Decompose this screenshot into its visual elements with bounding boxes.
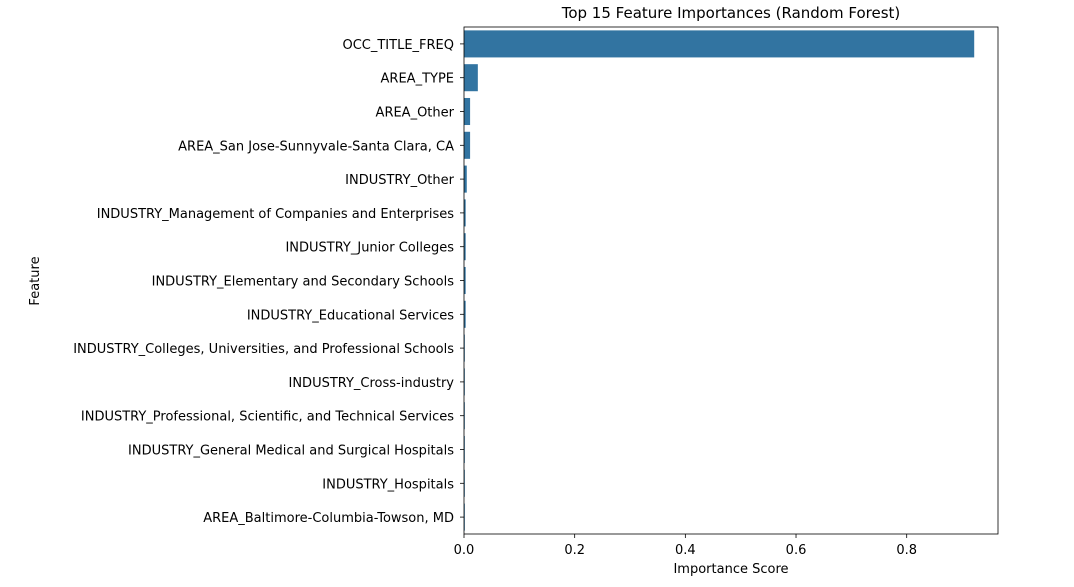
bars-group	[464, 30, 975, 531]
bar-2	[464, 97, 471, 126]
bar-8	[464, 300, 466, 328]
bar-3	[464, 131, 471, 159]
y-tick-label-4: INDUSTRY_Other	[345, 173, 454, 188]
bar-6	[464, 233, 466, 261]
y-tick-label-13: INDUSTRY_Hospitals	[322, 477, 454, 492]
x-tick-label-4: 0.8	[896, 543, 917, 558]
x-tick-label-0: 0.0	[454, 543, 475, 558]
chart-title: Top 15 Feature Importances (Random Fores…	[561, 4, 901, 22]
y-tick-label-8: INDUSTRY_Educational Services	[247, 308, 454, 323]
x-tick-label-1: 0.2	[564, 543, 585, 558]
y-tick-label-2: AREA_Other	[376, 106, 455, 121]
x-axis-ticks: 0.0 0.2 0.4 0.6 0.8	[454, 534, 917, 558]
y-tick-label-14: AREA_Baltimore-Columbia-Towson, MD	[203, 511, 454, 526]
y-tick-label-7: INDUSTRY_Elementary and Secondary School…	[152, 275, 455, 290]
y-tick-label-6: INDUSTRY_Junior Colleges	[285, 241, 454, 256]
bar-0	[464, 30, 975, 58]
y-tick-label-11: INDUSTRY_Professional, Scientific, and T…	[81, 410, 454, 425]
y-axis-title: Feature	[28, 256, 43, 305]
bar-7	[464, 266, 466, 295]
bar-4	[464, 165, 467, 193]
y-tick-label-5: INDUSTRY_Management of Companies and Ent…	[97, 207, 454, 222]
y-tick-label-12: INDUSTRY_General Medical and Surgical Ho…	[128, 444, 454, 459]
plot-area-frame	[463, 26, 999, 535]
x-tick-label-3: 0.6	[786, 543, 807, 558]
x-axis-title: Importance Score	[673, 562, 788, 577]
y-tick-label-0: OCC_TITLE_FREQ	[342, 38, 454, 53]
x-tick-label-2: 0.4	[675, 543, 696, 558]
bar-1	[464, 64, 478, 92]
y-axis-ticks: OCC_TITLE_FREQ AREA_TYPE AREA_Other AREA_Sa…	[73, 38, 464, 526]
y-tick-label-3: AREA_San Jose-Sunnyvale-Santa Clara, CA	[178, 139, 454, 154]
bar-5	[464, 199, 466, 227]
y-tick-label-1: AREA_TYPE	[381, 72, 454, 87]
y-tick-label-10: INDUSTRY_Cross-industry	[289, 376, 455, 391]
y-tick-label-9: INDUSTRY_Colleges, Universities, and Pro…	[73, 342, 454, 357]
